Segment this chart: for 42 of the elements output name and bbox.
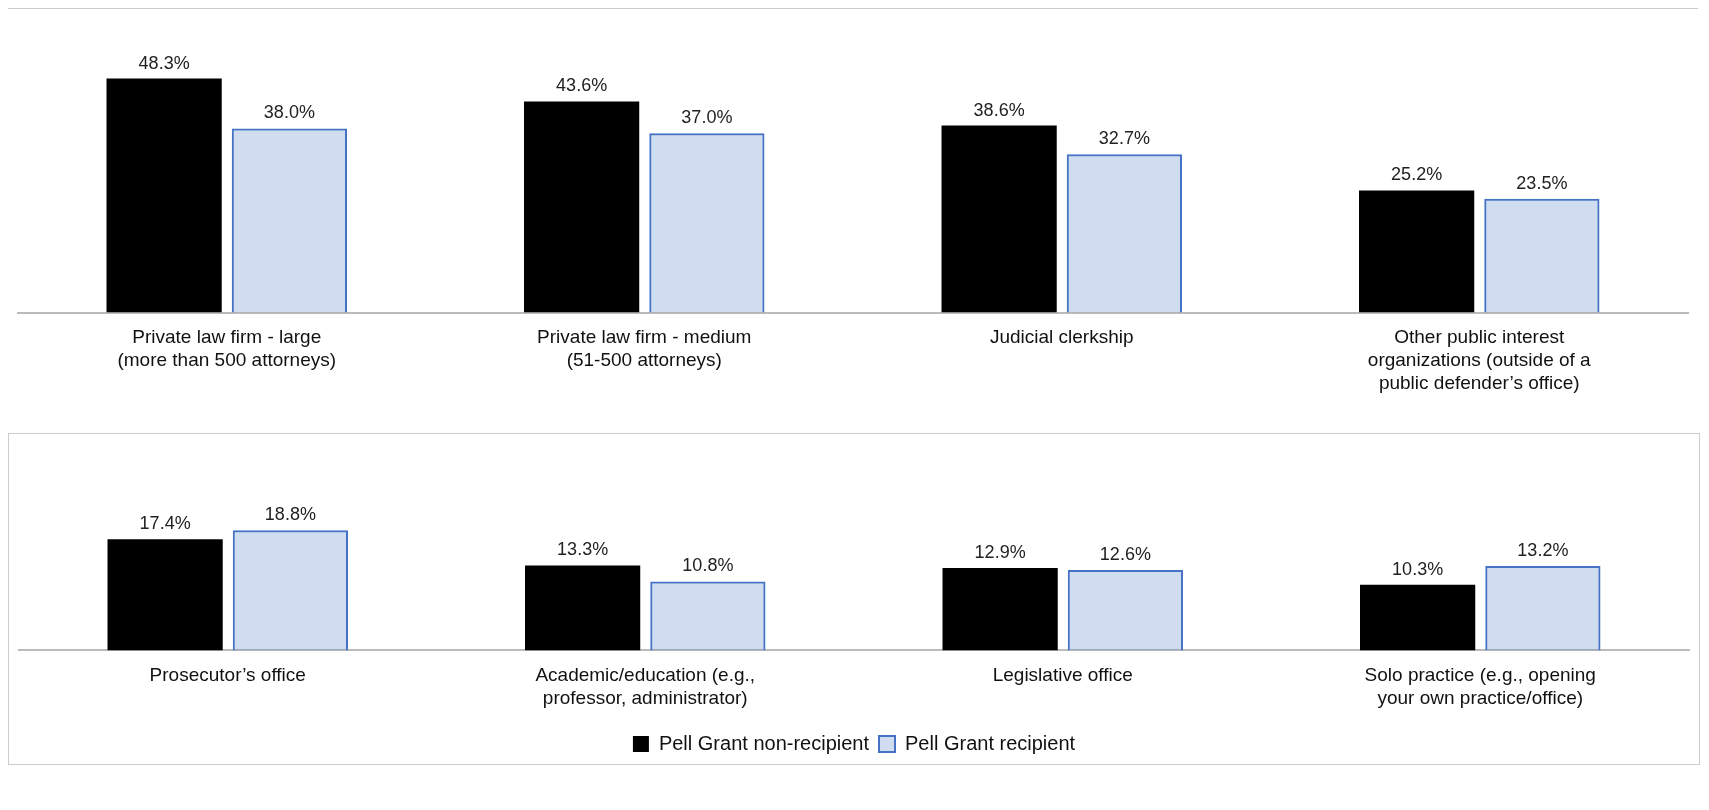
bar bbox=[232, 530, 348, 651]
bar bbox=[1360, 584, 1476, 651]
data-label: 18.8% bbox=[264, 504, 316, 525]
data-label: 13.3% bbox=[557, 539, 609, 560]
bar bbox=[650, 581, 766, 651]
data-label: 32.7% bbox=[1098, 128, 1150, 149]
x-tick-label: Judicial clerkship bbox=[989, 326, 1134, 348]
bar bbox=[524, 101, 640, 313]
bar bbox=[649, 133, 765, 313]
x-tick-label: Legislative office bbox=[992, 664, 1133, 686]
legend-label: Pell Grant recipient bbox=[905, 731, 1076, 754]
legend-label: Pell Grant non-recipient bbox=[658, 731, 870, 754]
bar bbox=[1067, 569, 1183, 651]
data-label: 13.2% bbox=[1517, 540, 1569, 561]
data-label: 25.2% bbox=[1391, 164, 1443, 185]
data-label: 38.6% bbox=[973, 99, 1025, 120]
data-label: 43.6% bbox=[556, 75, 608, 96]
data-label: 23.5% bbox=[1516, 172, 1568, 193]
bar bbox=[231, 128, 347, 313]
data-label: 38.0% bbox=[263, 102, 315, 123]
data-label: 12.9% bbox=[974, 542, 1026, 562]
bar bbox=[106, 78, 222, 313]
x-tick-label: Other public interest organizations (outside of a public defender’s office) bbox=[1367, 326, 1592, 393]
x-tick-label: Private law firm - medium (51-500 attorneys) bbox=[537, 326, 752, 371]
bar bbox=[941, 125, 1057, 313]
bar bbox=[1484, 198, 1600, 313]
data-label: 10.3% bbox=[1392, 558, 1444, 579]
x-tick-label: Private law firm - large (more than 500 attorneys) bbox=[117, 326, 337, 371]
bar bbox=[942, 568, 1058, 651]
bar bbox=[1359, 190, 1475, 313]
x-tick-label: Academic/education (e.g., professor, administrator) bbox=[535, 664, 756, 708]
data-label: 37.0% bbox=[681, 107, 733, 128]
data-label: 48.3% bbox=[138, 52, 190, 73]
data-label: 12.6% bbox=[1099, 543, 1151, 564]
data-label: 10.8% bbox=[682, 555, 734, 576]
bar bbox=[107, 539, 223, 651]
bar bbox=[1485, 566, 1601, 651]
bar bbox=[1066, 154, 1182, 313]
data-label: 17.4% bbox=[139, 513, 191, 534]
x-tick-label: Prosecutor’s office bbox=[149, 664, 306, 686]
x-tick-label: Solo practice (e.g., opening your own practice/office) bbox=[1364, 664, 1596, 708]
bar bbox=[525, 565, 641, 651]
